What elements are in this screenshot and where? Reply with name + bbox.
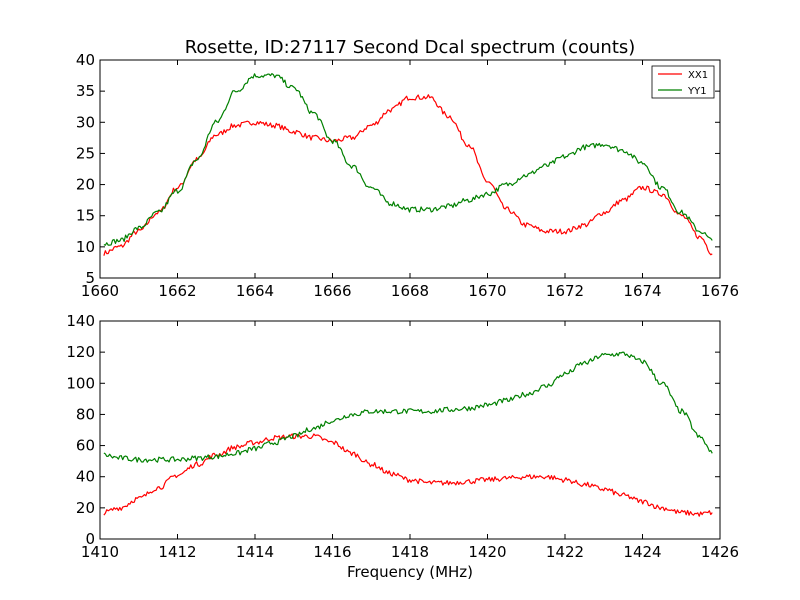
x-tick-label: 1660 — [81, 282, 119, 300]
y-tick-label: 20 — [76, 176, 95, 194]
y-tick-label: 40 — [76, 468, 95, 486]
x-axis-label: Frequency (MHz) — [347, 563, 473, 581]
top-plot: 1660 1662 1664 1666 1668 1670 1672 1674 1676 5 10 1… — [76, 51, 739, 300]
y-tick-label: 100 — [66, 374, 95, 392]
top-plot-ticks: 1660 1662 1664 1666 1668 1670 1672 1674 1676 5 10 1… — [76, 51, 739, 300]
x-tick-label: 1424 — [623, 543, 661, 561]
y-tick-label: 30 — [76, 113, 95, 131]
y-tick-label: 20 — [76, 499, 95, 517]
x-tick-label: 1670 — [468, 282, 506, 300]
x-tick-label: 1416 — [313, 543, 351, 561]
bottom-plot-series — [103, 351, 713, 517]
y-tick-label: 15 — [76, 207, 95, 225]
series-line-green — [103, 351, 713, 463]
x-tick-label: 1426 — [701, 543, 739, 561]
series-line-yy1 — [103, 73, 713, 246]
series-line-xx1 — [103, 94, 713, 256]
x-tick-label: 1664 — [236, 282, 274, 300]
y-tick-label: 5 — [85, 269, 95, 287]
x-tick-label: 1412 — [158, 543, 196, 561]
y-tick-label: 0 — [85, 530, 95, 548]
x-tick-label: 1410 — [81, 543, 119, 561]
legend-label-xx1: XX1 — [688, 70, 708, 81]
x-tick-label: 1422 — [546, 543, 584, 561]
chart-title: Rosette, ID:27117 Second Dcal spectrum (… — [185, 37, 636, 58]
bottom-plot-area — [100, 321, 720, 539]
y-tick-label: 40 — [76, 51, 95, 69]
top-plot-series — [103, 73, 713, 256]
y-tick-label: 10 — [76, 238, 95, 256]
series-line-red — [103, 433, 713, 517]
x-tick-label: 1672 — [546, 282, 584, 300]
x-tick-label: 1666 — [313, 282, 351, 300]
top-plot-frame — [99, 59, 721, 279]
y-tick-label: 60 — [76, 437, 95, 455]
x-tick-label: 1668 — [391, 282, 429, 300]
x-tick-label: 1674 — [623, 282, 661, 300]
y-tick-label: 80 — [76, 405, 95, 423]
bottom-plot-frame — [99, 320, 721, 540]
y-tick-label: 35 — [76, 82, 95, 100]
x-tick-label: 1418 — [391, 543, 429, 561]
top-plot-area — [100, 60, 720, 278]
legend-box — [651, 65, 715, 99]
y-tick-label: 120 — [66, 343, 95, 361]
bottom-plot: 1410 1412 1414 1416 1418 1420 1422 1424 1426 0 20 4… — [66, 312, 739, 561]
y-tick-label: 25 — [76, 144, 95, 162]
x-tick-label: 1420 — [468, 543, 506, 561]
x-tick-label: 1414 — [236, 543, 274, 561]
x-tick-label: 1676 — [701, 282, 739, 300]
y-tick-label: 140 — [66, 312, 95, 330]
legend: XX1 YY1 — [651, 65, 715, 99]
x-tick-label: 1662 — [158, 282, 196, 300]
legend-label-yy1: YY1 — [687, 86, 707, 97]
